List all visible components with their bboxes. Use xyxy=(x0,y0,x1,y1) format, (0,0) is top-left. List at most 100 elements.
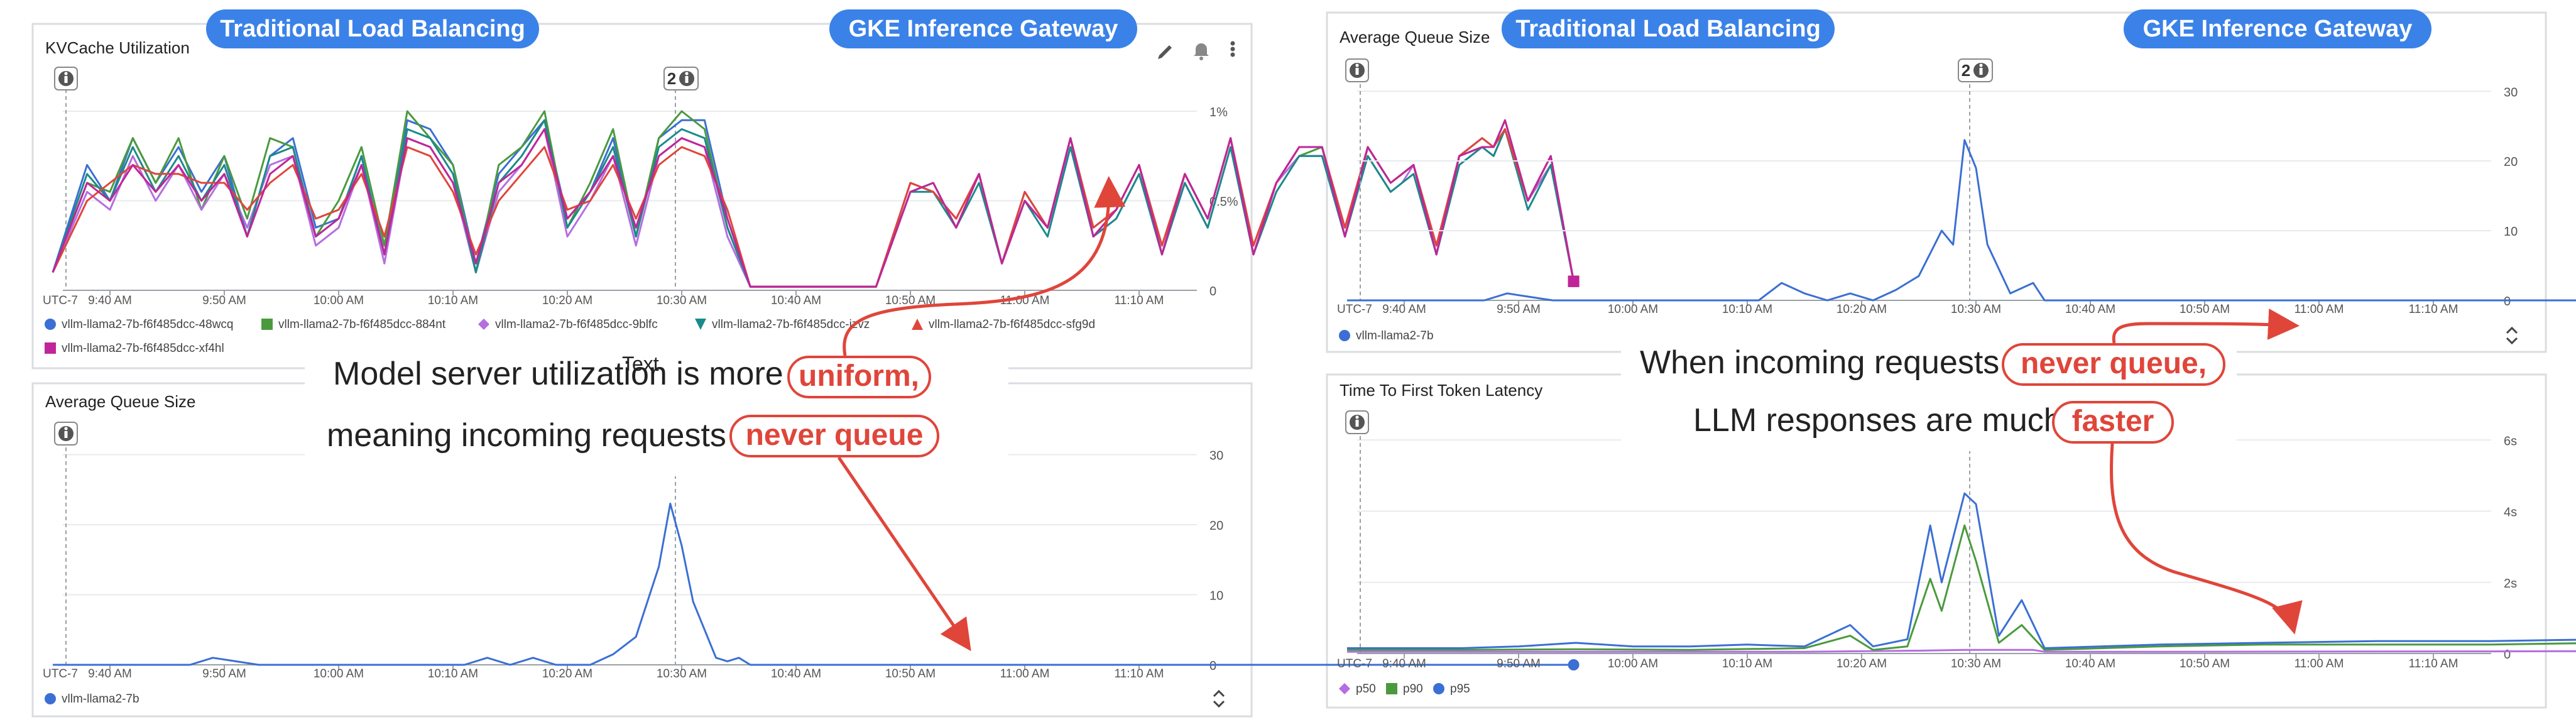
x-tick-label: 10:40 AM xyxy=(771,294,821,307)
x-tick-label: 9:40 AM xyxy=(1382,303,1426,316)
banner-traditional-left: Traditional Load Balancing xyxy=(206,9,539,48)
series-line-p90 xyxy=(1347,524,2576,651)
event-marker-count: 2 xyxy=(1962,61,1970,80)
bell-icon[interactable] xyxy=(1194,43,1209,60)
x-tick-label: 10:10 AM xyxy=(1722,303,1772,316)
x-tick-label: 10:20 AM xyxy=(542,294,592,307)
chart-title: Time To First Token Latency xyxy=(1340,381,1542,400)
info-icon[interactable] xyxy=(54,67,78,90)
info-icon[interactable] xyxy=(54,422,78,446)
more-vert-icon[interactable] xyxy=(1230,41,1235,57)
x-tick-label: 11:10 AM xyxy=(1115,667,1164,681)
x-tick-label: 10:10 AM xyxy=(428,294,478,307)
legend-label[interactable]: vllm-llama2-7b-f6f485dcc-48wcq xyxy=(62,318,234,331)
legend-marker xyxy=(1339,683,1350,694)
legend-label[interactable]: vllm-llama2-7b-f6f485dcc-sfg9d xyxy=(929,318,1095,331)
y-tick-label: 10 xyxy=(2504,225,2518,239)
legend-label[interactable]: vllm-llama2-7b xyxy=(62,692,139,706)
x-tick-label: 10:30 AM xyxy=(1951,657,2001,670)
x-tick-label: 10:30 AM xyxy=(1951,303,2001,316)
event-info-icon[interactable]: 2 xyxy=(663,67,699,90)
x-tick-label: 10:00 AM xyxy=(1608,657,1658,670)
callout-right-line2: LLM responses are much xyxy=(1693,402,2062,439)
y-tick-label: 0 xyxy=(1209,659,1216,673)
info-icon[interactable] xyxy=(1345,410,1369,434)
legend-marker xyxy=(695,319,706,330)
callout-left-highlight1: uniform, xyxy=(799,359,919,393)
panel-kvcache xyxy=(31,23,1253,369)
callout-left-highlight1-pill xyxy=(787,356,931,398)
legend-label[interactable]: vllm-llama2-7b-f6f485dcc-xf4hl xyxy=(62,342,224,355)
x-tick-label: 10:50 AM xyxy=(2180,657,2230,670)
callout-right-highlight2: faster xyxy=(2072,405,2154,438)
edit-icon[interactable] xyxy=(1158,45,1172,59)
x-tick-label: 9:40 AM xyxy=(1382,657,1426,670)
callout-left-line1: Model server utilization is more xyxy=(333,356,783,392)
banner-gateway-right: GKE Inference Gateway xyxy=(2124,9,2431,48)
ttft-chart: Time To First Token Latency 6s 4s 2s 0 9:40 A… xyxy=(1337,381,2576,696)
arrow-never-queue-to-left-queue xyxy=(837,456,971,652)
chart-title: Average Queue Size xyxy=(1340,28,1490,46)
banner-traditional-left-label: Traditional Load Balancing xyxy=(220,16,525,42)
x-tick-label: 11:00 AM xyxy=(2295,657,2344,670)
x-tick-label: 10:30 AM xyxy=(657,667,707,681)
y-tick-label: 10 xyxy=(1209,589,1223,603)
x-tick-label: 9:50 AM xyxy=(202,294,246,307)
legend-marker xyxy=(1386,683,1397,694)
y-tick-label: 1% xyxy=(1209,106,1228,119)
y-tick-label: 0 xyxy=(2504,648,2511,662)
x-tick-label: 10:00 AM xyxy=(1608,303,1658,316)
y-tick-label: 0 xyxy=(2504,295,2511,309)
x-tick-label: 9:50 AM xyxy=(202,667,246,681)
x-tick-label: 10:20 AM xyxy=(1836,657,1887,670)
x-tick-label: 10:40 AM xyxy=(2065,303,2115,316)
callout-left-line2: meaning incoming requests xyxy=(327,417,726,454)
banner-gateway-left: GKE Inference Gateway xyxy=(829,9,1137,48)
legend-label[interactable]: vllm-llama2-7b-f6f485dcc-jzvz xyxy=(712,318,870,331)
info-icon[interactable] xyxy=(1345,58,1369,82)
x-tick-label: 9:50 AM xyxy=(1497,657,1541,670)
x-tick-label: 9:40 AM xyxy=(88,294,132,307)
series-line-vllm-llama2-7b-f6f485dcc-xf4hl xyxy=(52,119,1575,288)
legend-marker xyxy=(261,319,273,330)
y-tick-label: 20 xyxy=(1209,519,1223,533)
legend-label[interactable]: vllm-llama2-7b-f6f485dcc-884nt xyxy=(278,318,446,331)
banner-traditional-right: Traditional Load Balancing xyxy=(1502,9,1835,48)
y-tick-label: 0 xyxy=(1209,285,1216,298)
y-tick-label: 4s xyxy=(2504,506,2517,520)
legend-marker xyxy=(1339,330,1350,341)
x-tick-label: 10:10 AM xyxy=(428,667,478,681)
queue-size-chart-left: Average Queue Size 30 20 10 0 9:40 AM 9:50 AM 1… xyxy=(43,392,1580,706)
y-tick-label: 6s xyxy=(2504,434,2517,448)
legend-marker xyxy=(1433,683,1444,694)
x-tick-label: 10:00 AM xyxy=(314,667,364,681)
chart-title: Average Queue Size xyxy=(45,392,195,411)
series-end-marker xyxy=(1568,659,1580,670)
legend-label[interactable]: vllm-llama2-7b xyxy=(1356,329,1434,342)
queue-size-chart-right: Average Queue Size 30 20 10 0 9:40 AM 9:50 AM 1… xyxy=(1337,28,2576,342)
legend-label[interactable]: p95 xyxy=(1450,682,1470,696)
y-tick-label: 2s xyxy=(2504,577,2517,591)
x-tick-label: 9:40 AM xyxy=(88,667,132,681)
x-tick-label: 10:50 AM xyxy=(885,667,936,681)
legend-marker xyxy=(45,342,56,354)
x-tick-label: 10:30 AM xyxy=(657,294,707,307)
callout-right-highlight1: never queue, xyxy=(2021,347,2207,380)
event-info-icon[interactable]: 2 xyxy=(1958,58,1993,82)
x-tick-label: 10:20 AM xyxy=(542,667,592,681)
series-end-marker xyxy=(1568,275,1580,287)
legend-label[interactable]: vllm-llama2-7b-f6f485dcc-9blfc xyxy=(495,318,658,331)
legend-label[interactable]: p50 xyxy=(1356,682,1376,696)
legend-label[interactable]: p90 xyxy=(1403,682,1423,696)
expand-icon-right[interactable] xyxy=(2506,326,2518,345)
x-tick-label: 10:10 AM xyxy=(1722,657,1772,670)
callout-left-highlight2: never queue xyxy=(746,418,924,452)
legend-marker xyxy=(45,319,56,330)
expand-icon-left[interactable] xyxy=(1213,689,1225,708)
stray-text-label: Text xyxy=(622,353,659,375)
timezone-label: UTC-7 xyxy=(43,294,78,307)
arrow-never-queue-to-right-queue xyxy=(2112,309,2300,344)
arrow-faster-to-ttft xyxy=(2110,443,2303,635)
